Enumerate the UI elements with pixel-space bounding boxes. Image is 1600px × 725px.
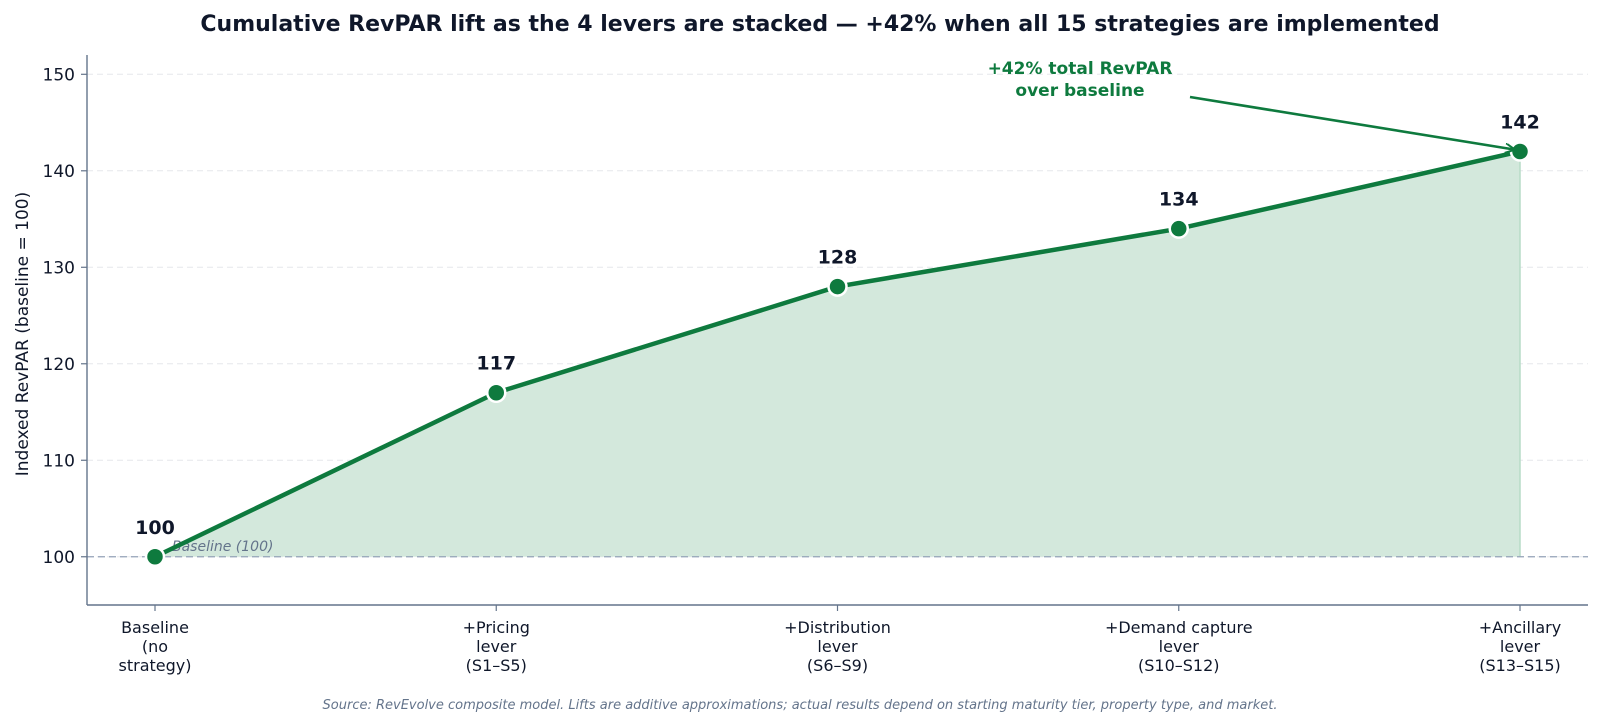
baseline-label: Baseline (100) (172, 539, 273, 555)
data-label-2: 128 (818, 247, 858, 269)
chart-title: Cumulative RevPAR lift as the 4 levers a… (200, 12, 1439, 37)
x-tick-label-2: +Distribution lever (S6–S9) (784, 618, 891, 675)
area-under-line (155, 151, 1520, 557)
x-tick-label-0: Baseline (no strategy) (119, 618, 192, 675)
baseline: Baseline (100) (87, 539, 1588, 558)
x-tick-line: +Demand capture (1105, 618, 1253, 637)
data-label-3: 134 (1159, 189, 1199, 211)
x-tick-line: lever (1500, 637, 1541, 656)
data-points (144, 141, 1531, 568)
annotation-line: over baseline (1015, 81, 1144, 101)
x-tick-line: strategy) (119, 656, 192, 675)
x-tick-line: lever (1159, 637, 1200, 656)
data-point-0 (144, 546, 166, 568)
x-tick-label-4: +Ancillary lever (S13–S15) (1479, 618, 1561, 675)
data-label-0: 100 (135, 517, 175, 539)
data-label-1: 117 (476, 353, 516, 375)
y-tick-label-140: 140 (43, 162, 75, 182)
annotation-arrow (1189, 95, 1514, 149)
x-tick-line: (S10–S12) (1138, 656, 1220, 675)
data-labels: 100 117 128 134 142 (135, 111, 1540, 538)
y-tick-label-100: 100 (43, 548, 75, 568)
y-tick-label-120: 120 (43, 355, 75, 375)
data-label-4: 142 (1500, 111, 1540, 133)
x-tick-line: (no (142, 637, 168, 656)
data-point-4 (1509, 141, 1531, 162)
y-tick-label-110: 110 (43, 451, 75, 471)
x-tick-line: (S13–S15) (1479, 656, 1561, 675)
data-point-3 (1168, 218, 1189, 239)
data-point-2 (827, 276, 848, 297)
x-tick-line: Baseline (121, 618, 189, 637)
annotation: +42% total RevPAR over baseline (988, 59, 1514, 149)
x-tick-label-1: +Pricing lever (S1–S5) (463, 618, 530, 675)
x-tick-line: +Ancillary (1479, 618, 1561, 637)
annotation-line: +42% total RevPAR (988, 59, 1173, 79)
annotation-text: +42% total RevPAR over baseline (988, 59, 1173, 101)
y-tick-label-150: 150 (43, 65, 75, 85)
x-tick-line: +Pricing (463, 618, 530, 637)
x-tick-line: (S1–S5) (466, 656, 527, 675)
x-tick-label-3: +Demand capture lever (S10–S12) (1105, 618, 1253, 675)
x-tick-line: (S6–S9) (807, 656, 868, 675)
axes: 100 110 120 130 140 150 Baseline (no strategy) +P… (43, 55, 1588, 675)
x-tick-line: lever (817, 637, 858, 656)
x-tick-line: lever (476, 637, 517, 656)
source-note: Source: RevEvolve composite model. Lifts… (323, 698, 1278, 713)
area-fill (155, 151, 1521, 557)
data-point-1 (486, 382, 507, 403)
x-tick-line: +Distribution (784, 618, 891, 637)
y-tick-label-130: 130 (43, 258, 75, 278)
y-axis-label: Indexed RevPAR (baseline = 100) (13, 192, 33, 476)
